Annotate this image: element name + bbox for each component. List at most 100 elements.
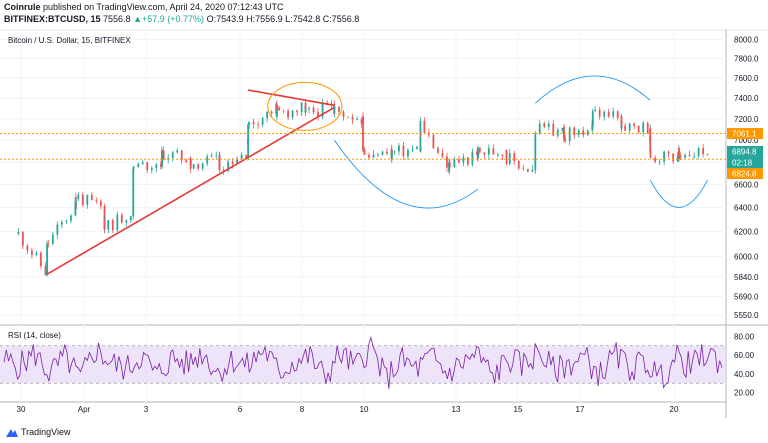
- candle-body: [278, 107, 280, 111]
- candle-body: [120, 214, 123, 223]
- candle-body: [568, 127, 571, 141]
- rsi-legend: RSI (14, close): [8, 331, 61, 340]
- candle-body: [448, 166, 451, 172]
- high-label: H:: [246, 14, 256, 24]
- candle-body: [51, 234, 54, 244]
- candle-body: [308, 107, 310, 110]
- candle-body: [407, 150, 409, 157]
- candle-body: [218, 161, 221, 171]
- candle-body: [342, 111, 345, 117]
- price-label-text: 7061.1: [732, 130, 757, 139]
- candle-body: [347, 116, 349, 118]
- candle-body: [99, 201, 102, 207]
- time-tick-label: 6: [238, 405, 243, 414]
- candle-body: [317, 112, 319, 117]
- candle-body: [702, 148, 705, 155]
- candle-body: [526, 169, 529, 172]
- candle-body: [132, 167, 135, 169]
- candle-body: [60, 221, 63, 225]
- main-legend: Bitcoin / U.S. Dollar, 15, BITFINEX: [8, 36, 131, 45]
- candle-body: [616, 111, 619, 118]
- price-tick-label: 7000.0: [734, 136, 759, 145]
- open-value: 7543.9: [216, 14, 244, 24]
- candle-body: [362, 132, 364, 149]
- candle-body: [547, 123, 550, 127]
- candle-body: [155, 164, 158, 169]
- footer-brand[interactable]: TradingView: [21, 427, 71, 437]
- candle-body: [287, 110, 289, 118]
- rsi-tick-label: 80.00: [734, 332, 755, 341]
- candle-body: [95, 200, 98, 202]
- candle-body: [492, 148, 495, 155]
- candle-body: [159, 164, 162, 167]
- candle-body: [56, 224, 59, 235]
- rsi-tick-label: 20.00: [734, 389, 755, 398]
- candle-body: [453, 159, 456, 167]
- candle-body: [17, 232, 20, 235]
- price-label-text: 02:18: [732, 159, 753, 168]
- candle-body: [132, 168, 135, 185]
- candle-body: [534, 133, 537, 142]
- candle-body: [107, 220, 110, 230]
- candle-body: [44, 266, 47, 276]
- rsi-tick-label: 60.00: [734, 351, 755, 360]
- symbol-name: BITFINEX:BTCUSD, 15: [4, 14, 101, 24]
- candle-body: [508, 153, 511, 165]
- candle-body: [620, 116, 623, 125]
- publisher-name[interactable]: Coinrule: [4, 2, 41, 12]
- candle-body: [236, 159, 239, 165]
- candle-body: [543, 123, 546, 127]
- candle-body: [393, 151, 396, 153]
- candle-body: [356, 119, 358, 121]
- candle-body: [390, 151, 393, 153]
- candle-body: [161, 149, 163, 162]
- candle-body: [419, 141, 422, 142]
- candle-body: [300, 102, 303, 113]
- candle-body: [607, 111, 610, 117]
- candle-body: [137, 163, 140, 168]
- candle-body: [505, 157, 508, 160]
- candle-body: [556, 130, 559, 136]
- candle-body: [377, 154, 379, 156]
- candle-body: [672, 153, 675, 162]
- candle-body: [206, 156, 209, 164]
- candle-body: [591, 111, 594, 114]
- candle-body: [663, 151, 666, 162]
- candle-body: [487, 148, 490, 155]
- candle-body: [446, 156, 448, 168]
- candle-body: [141, 162, 144, 164]
- candle-body: [432, 135, 435, 149]
- candle-body: [679, 155, 682, 158]
- open-label: O:: [206, 14, 217, 24]
- candle-body: [26, 245, 29, 251]
- candle-body: [591, 113, 594, 122]
- candle-body: [362, 116, 364, 132]
- candle-body: [81, 194, 84, 205]
- candle-body: [210, 155, 213, 157]
- candle-body: [448, 162, 451, 167]
- candle-body: [116, 214, 119, 231]
- rsi-line: [3, 335, 723, 389]
- candle-body: [129, 216, 132, 221]
- candle-body: [304, 107, 307, 110]
- price-tick-label: 6400.0: [734, 204, 759, 213]
- symbol-line: BITFINEX:BTCUSD, 15 7556.8 ▲+57.9 (+0.77…: [4, 14, 359, 25]
- price-tick-label: 6000.0: [734, 252, 759, 261]
- price-label-text: 6824.8: [732, 170, 757, 179]
- time-tick-label: 3: [144, 405, 149, 414]
- candle-body: [476, 147, 479, 159]
- candle-body: [513, 153, 516, 162]
- candle-body: [363, 149, 366, 155]
- price-tick-label: 7200.0: [734, 115, 759, 124]
- price-label-text: 6894.8: [732, 148, 757, 157]
- candle-body: [31, 250, 33, 255]
- price-tick-label: 7400.0: [734, 94, 759, 103]
- arc-annotation: [333, 139, 479, 209]
- candle-body: [132, 202, 135, 217]
- candle-body: [642, 122, 645, 133]
- candle-body: [70, 215, 72, 221]
- candle-body: [534, 159, 537, 169]
- time-tick-label: Apr: [78, 405, 91, 414]
- candle-body: [247, 150, 250, 159]
